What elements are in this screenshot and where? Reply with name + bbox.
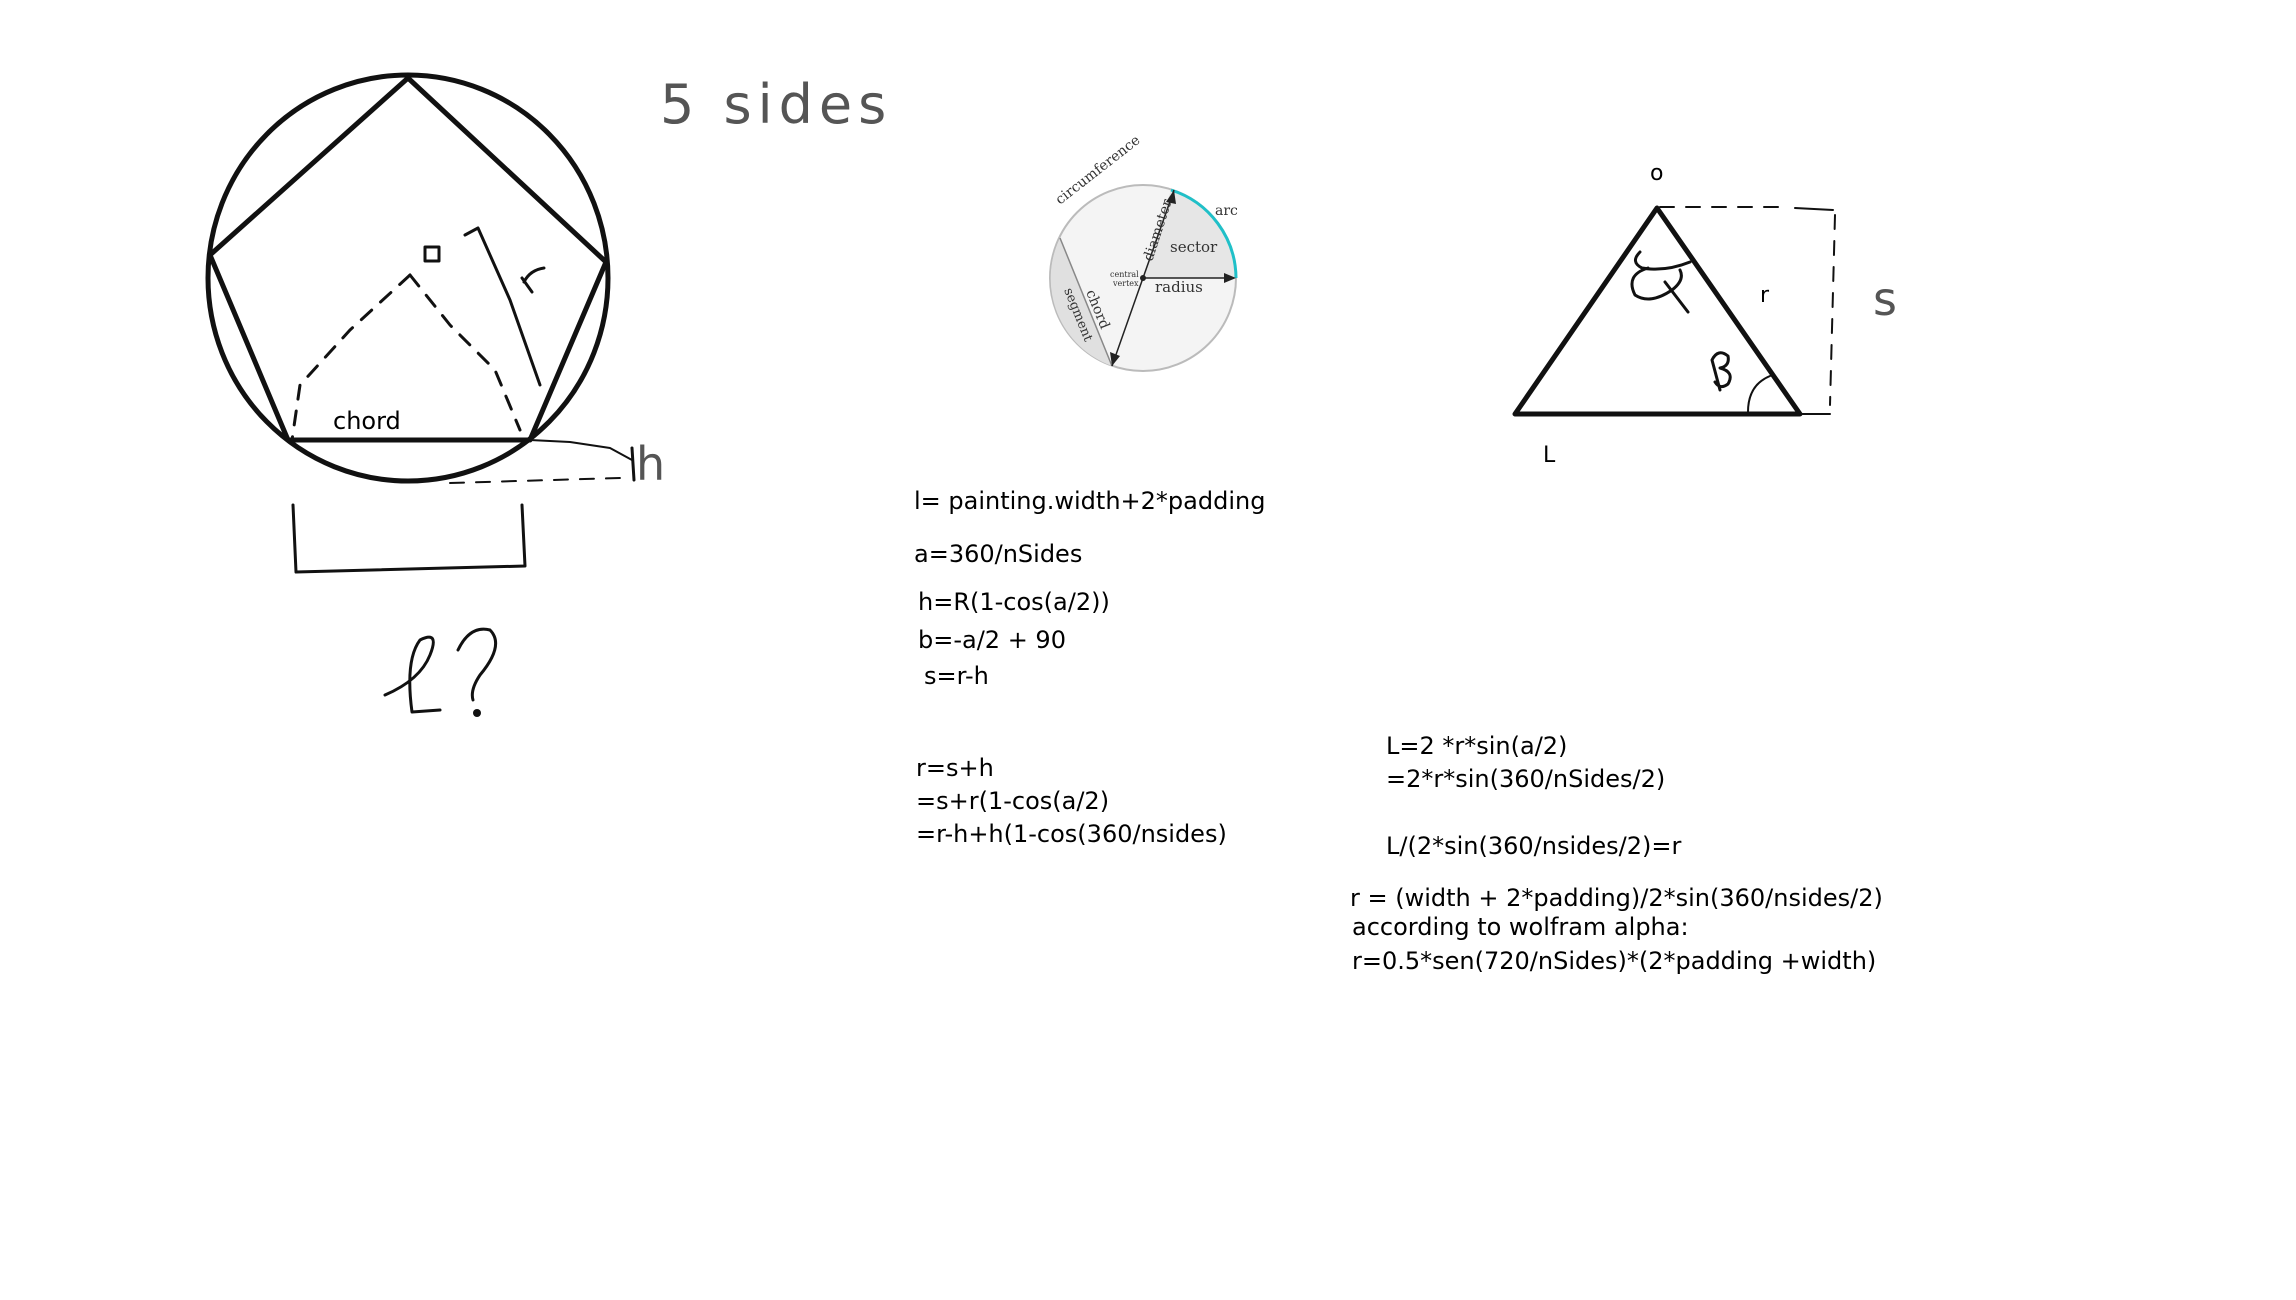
central-vertex-label-2: vertex	[1112, 279, 1139, 288]
formula-r-solved: L/(2*sin(360/nsides/2)=r	[1386, 832, 1682, 860]
alpha-arc	[1634, 250, 1692, 271]
triangle-base-label: L	[1543, 443, 1556, 468]
formula-r1: r=s+h	[916, 754, 994, 782]
question-mark-stroke	[456, 627, 498, 702]
radius-arrow	[1224, 273, 1236, 283]
alpha-letter-stroke	[1630, 266, 1690, 314]
wolfram-note: according to wolfram alpha:	[1352, 913, 1689, 941]
beta-letter-stroke	[1710, 351, 1732, 392]
formula-wolfram: r=0.5*sen(720/nSides)*(2*padding +width)	[1352, 947, 1877, 975]
h-bracket-bottom	[449, 477, 621, 484]
circumscribed-circle	[205, 72, 611, 484]
sector-label: sector	[1170, 238, 1218, 256]
formula-h: h=R(1-cos(a/2))	[918, 588, 1110, 616]
diameter-arrow-bottom	[1110, 352, 1120, 366]
central-vertex-dot	[1140, 275, 1146, 281]
center-mark	[423, 245, 441, 263]
formula-s: s=r-h	[924, 662, 989, 690]
chord-line	[1059, 237, 1113, 367]
formula-r3: =r-h+h(1-cos(360/nsides)	[916, 820, 1227, 848]
formula-r-width: r = (width + 2*padding)/2*sin(360/nsides…	[1350, 884, 1883, 912]
arc-highlight	[1170, 188, 1238, 279]
chord-label: chord	[333, 407, 401, 435]
inscribed-pentagon	[207, 75, 609, 443]
question-mark-dot	[473, 709, 481, 717]
triangle-s-label: s	[1873, 272, 1897, 326]
isosceles-triangle	[1512, 205, 1803, 417]
triangle-top-label: o	[1650, 161, 1663, 186]
pentagon-sketch: chord 5 sides h	[205, 72, 892, 717]
h-label: h	[636, 437, 665, 491]
arc-label: arc	[1215, 203, 1238, 219]
central-vertex-label-1: central	[1110, 270, 1139, 279]
dashed-radius-right	[408, 273, 522, 432]
radius-bracket	[463, 226, 542, 387]
h-bracket-top	[529, 439, 633, 461]
s-vertical-dashed	[1829, 214, 1836, 406]
formula-L2: =2*r*sin(360/nSides/2)	[1386, 765, 1666, 793]
s-top-cap	[1794, 207, 1834, 211]
dashed-radius-left	[290, 273, 412, 442]
length-bracket	[291, 503, 527, 574]
segment-area	[1050, 238, 1112, 366]
formula-b: b=-a/2 + 90	[918, 626, 1066, 654]
diameter-arrow-top	[1166, 190, 1176, 204]
triangle-r-label: r	[1760, 283, 1770, 308]
radius-letter-stroke	[520, 266, 546, 294]
formula-a: a=360/nSides	[914, 540, 1083, 568]
triangle-sketch: o r s L	[1512, 161, 1897, 468]
sides-title: 5 sides	[660, 73, 892, 136]
beta-arc	[1747, 375, 1771, 413]
length-letter-stroke	[383, 635, 442, 714]
reference-circle-figure: sector arc radius central vertex diamete…	[1049, 132, 1238, 372]
radius-label: radius	[1155, 278, 1203, 296]
formula-L1: L=2 *r*sin(a/2)	[1386, 732, 1568, 760]
h-bracket-vertical	[630, 446, 636, 482]
formula-r2: =s+r(1-cos(a/2)	[916, 787, 1110, 815]
formula-l: l= painting.width+2*padding	[914, 487, 1266, 515]
